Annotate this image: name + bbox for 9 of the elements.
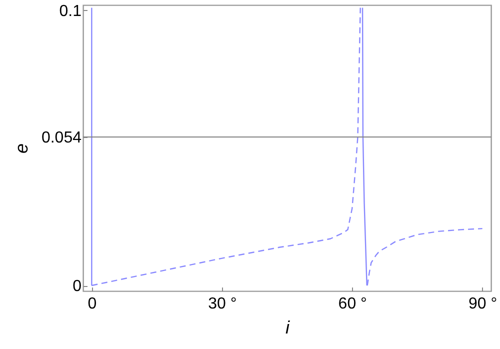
y-tick-label: 0 bbox=[72, 278, 82, 295]
y-tick-label: 0.1 bbox=[59, 3, 82, 20]
y-tick-label: 0.054 bbox=[41, 130, 82, 146]
x-tick-label: 60 ° bbox=[338, 296, 367, 312]
y-axis-title: e bbox=[11, 143, 32, 154]
x-tick-label: 90 ° bbox=[468, 296, 498, 312]
x-tick-label: 30 ° bbox=[208, 296, 237, 312]
x-tick-label: 0 bbox=[88, 296, 97, 312]
x-axis-title: i bbox=[286, 318, 290, 338]
